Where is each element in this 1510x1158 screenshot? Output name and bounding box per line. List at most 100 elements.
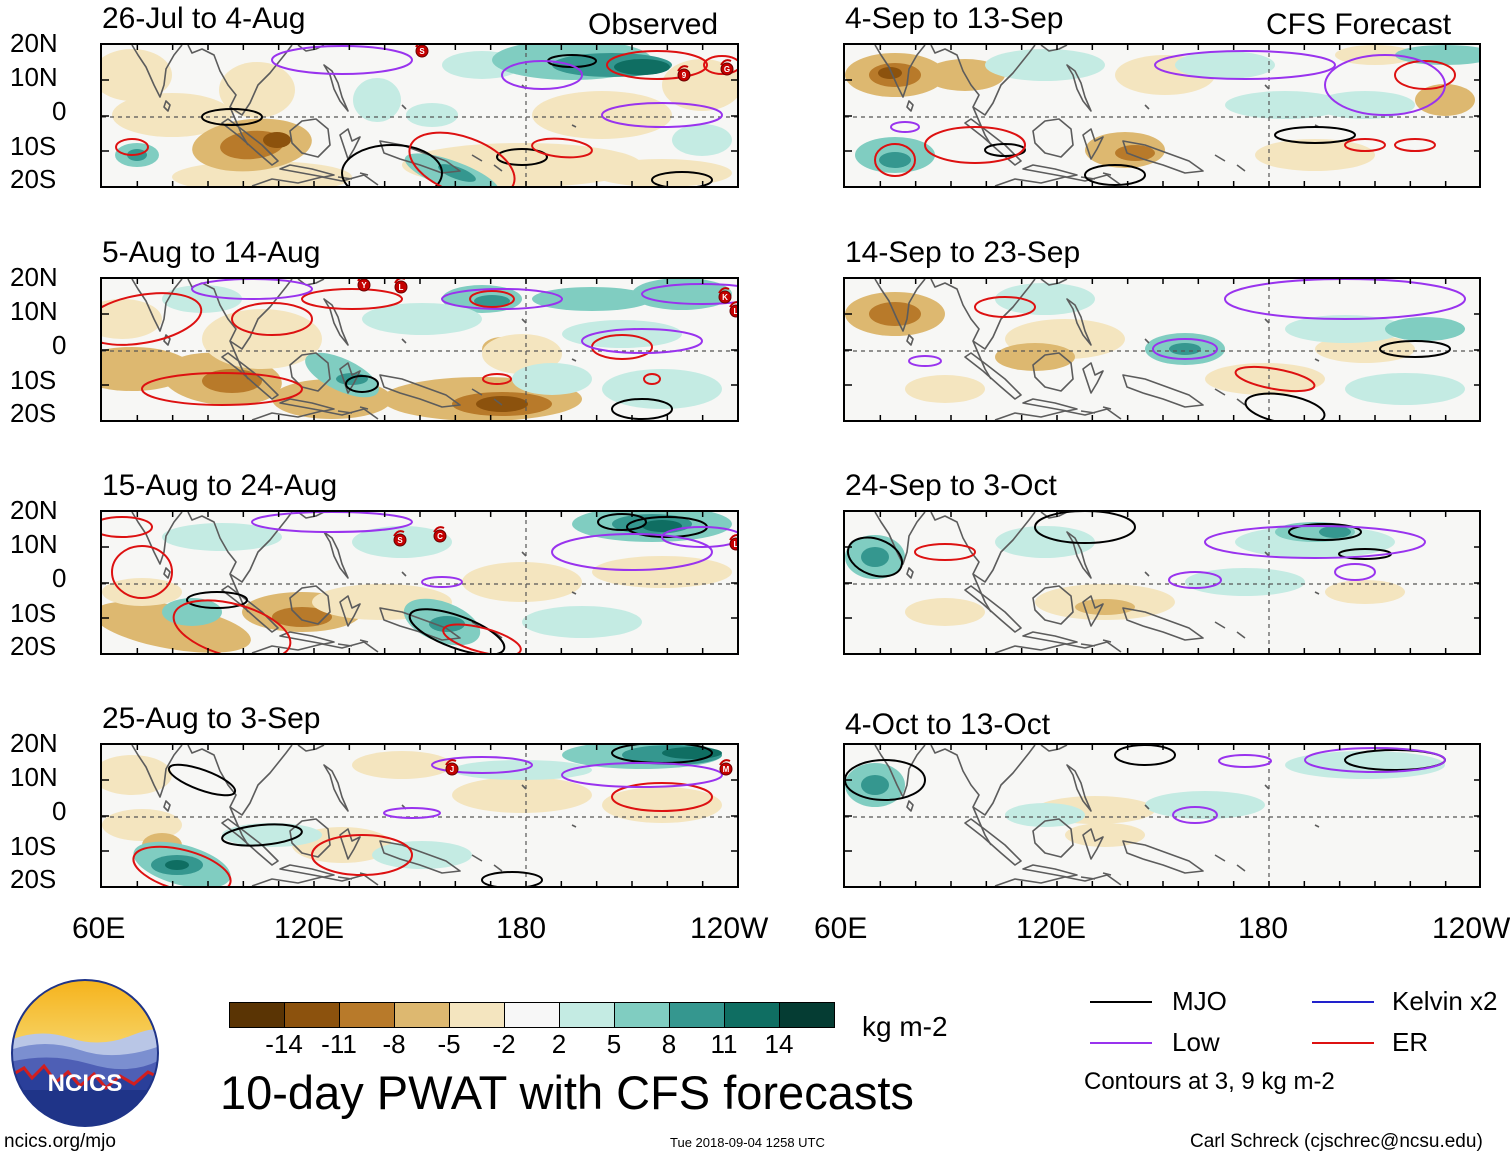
map-panel-obs-1-1-storm-marker: S (415, 45, 429, 58)
map-panel-obs-2-contour-1 (345, 375, 379, 393)
map-panel-obs-3-contour-7 (442, 623, 522, 653)
colorbar-swatch-5 (449, 1002, 505, 1028)
colorbar-tick-3: -8 (382, 1029, 406, 1059)
map-panel-obs-2-contour-4 (469, 290, 515, 308)
map-panel-fcst-1-svg (845, 45, 1479, 186)
lon-label-left-180: 180 (496, 912, 547, 945)
lat-label-3-3: 0 (52, 563, 67, 593)
colorbar-swatch-3 (339, 1002, 395, 1028)
map-panel-obs-2-anomaly-3 (202, 369, 262, 393)
map-panel-fcst-4-anomaly-7 (1285, 751, 1445, 779)
colorbar-tick-4: -5 (437, 1029, 461, 1059)
map-panel-obs-4-contour-9 (561, 762, 723, 788)
map-panel-obs-3-contour-8 (102, 516, 153, 538)
map-panel-obs-3-contour-6 (172, 599, 292, 653)
map-panel-obs-2-contour-8 (141, 372, 303, 406)
map-panel-obs-2-anomaly-18 (362, 303, 482, 335)
map-panel-fcst-2 (843, 277, 1481, 422)
map-panel-obs-1-contour-1 (606, 50, 708, 80)
map-panel-obs-4-contour-1 (167, 763, 237, 797)
map-panel-obs-2-1-storm-marker: Y (357, 279, 371, 292)
map-panel-obs-2-anomaly-11 (102, 299, 162, 339)
colorbar-swatch-7 (559, 1002, 615, 1028)
map-panel-obs-1-contour-5 (703, 55, 737, 75)
map-panel-obs-1-2-storm-marker: 9 (677, 65, 691, 82)
map-panel-obs-3-1-storm-marker: S (393, 530, 407, 547)
colorbar-swatch-8 (614, 1002, 670, 1028)
map-panel-obs-4-contour-5 (311, 834, 413, 876)
svg-text:L: L (734, 540, 738, 549)
map-panel-obs-3-anomaly-6 (462, 562, 582, 602)
lon-label-right-120w: 120W (1432, 912, 1510, 945)
map-panel-fcst-1-contour-7 (1394, 138, 1436, 152)
map-panel-fcst-2-contour-5 (1152, 338, 1218, 360)
ncics-logo-text: NCICS (48, 1070, 123, 1097)
map-panel-obs-3-contour-10 (551, 533, 713, 571)
map-panel-obs-1-3-storm-marker: G (720, 59, 734, 76)
legend-line-low (1090, 1042, 1152, 1044)
map-panel-fcst-2-contour-6 (908, 355, 942, 367)
panel-title-obs-4: 25-Aug to 3-Sep (102, 702, 321, 735)
svg-text:S: S (397, 536, 403, 545)
map-panel-obs-2-contour-6 (643, 373, 661, 385)
legend-line-kelvin (1312, 1001, 1374, 1003)
map-panel-obs-1-anomaly-20 (353, 78, 401, 122)
svg-text:G: G (724, 65, 730, 74)
map-panel-obs-2-svg: Y LKL (102, 279, 737, 420)
map-panel-fcst-1-anomaly-16 (1315, 91, 1415, 119)
map-panel-obs-1-contour-8 (408, 131, 516, 186)
map-panel-fcst-1-anomaly-14 (1175, 51, 1275, 79)
map-panel-obs-3-contour-3 (597, 513, 647, 531)
map-panel-obs-3-anomaly-4 (102, 578, 182, 606)
colorbar-tick-6: 2 (551, 1029, 567, 1059)
lat-label-1-5: 20S (10, 164, 57, 194)
map-panel-obs-2-contour-5 (482, 373, 512, 385)
colorbar-tick-1: -14 (265, 1029, 303, 1059)
map-panel-obs-3-anomaly-10 (642, 520, 682, 532)
map-panel-fcst-3-contour-7 (1204, 525, 1426, 559)
map-panel-fcst-2-anomaly-7 (905, 375, 985, 403)
map-panel-obs-1-anomaly-1 (102, 49, 172, 101)
map-panel-fcst-1-contour-8 (1394, 60, 1456, 90)
map-panel-obs-1-ticks (102, 45, 737, 186)
lon-label-left-60e: 60E (72, 912, 126, 945)
lat-label-2-2: 10N (10, 296, 58, 326)
map-panel-fcst-2-anomaly-4 (995, 343, 1075, 371)
lat-label-4-3: 0 (52, 796, 67, 826)
map-panel-obs-2-anomaly-10 (202, 309, 322, 369)
map-panel-fcst-1-contour-3 (1084, 164, 1146, 186)
footer-url[interactable]: ncics.org/mjo (4, 1131, 116, 1152)
panel-title-obs-3: 15-Aug to 24-Aug (102, 469, 338, 502)
map-panel-obs-3-coastlines (131, 512, 577, 653)
map-panel-obs-3-contour-1 (186, 591, 248, 609)
map-panel-obs-1-anomaly-2 (112, 93, 232, 137)
map-panel-obs-1-anomaly-21 (406, 103, 458, 127)
map-panel-obs-3-2-storm-marker: C (433, 526, 447, 543)
map-panel-obs-1-anomaly-17 (438, 164, 476, 182)
map-panel-fcst-3-anomaly-10 (1319, 526, 1351, 538)
footer-timestamp: Tue 2018-09-04 1258 UTC (670, 1135, 825, 1150)
map-panel-fcst-1-contour-1 (1274, 126, 1356, 144)
colorbar-tick-2: -11 (321, 1029, 357, 1059)
map-panel-obs-3-contour-12 (661, 526, 737, 548)
map-panel-obs-3-anomaly-11 (162, 598, 222, 626)
map-panel-obs-2-4-storm-marker: L (729, 301, 737, 318)
map-panel-fcst-1 (843, 43, 1481, 188)
map-panel-obs-2-3-storm-marker: K (718, 287, 732, 304)
ncics-logo-graphic: NCICS (11, 979, 159, 1127)
map-panel-obs-3-contour-9 (421, 576, 463, 588)
lat-label-4-5: 20S (10, 864, 57, 894)
legend-line-mjo (1090, 1001, 1152, 1003)
lat-label-1-4: 10S (10, 131, 57, 161)
map-panel-obs-4-anomaly-5 (452, 777, 592, 813)
lat-label-1-2: 10N (10, 62, 58, 92)
lat-label-2-5: 20S (10, 398, 57, 428)
map-panel-obs-1-anomaly-11 (263, 132, 291, 148)
map-panel-obs-1-contour-4 (531, 137, 593, 159)
map-panel-obs-2-contour-11 (441, 288, 563, 310)
svg-text:S: S (419, 47, 425, 56)
map-panel-fcst-3-anomaly-3 (1325, 580, 1405, 604)
colorbar-tick-9: 11 (710, 1029, 738, 1059)
map-panel-fcst-1-anomaly-6 (1115, 145, 1155, 161)
